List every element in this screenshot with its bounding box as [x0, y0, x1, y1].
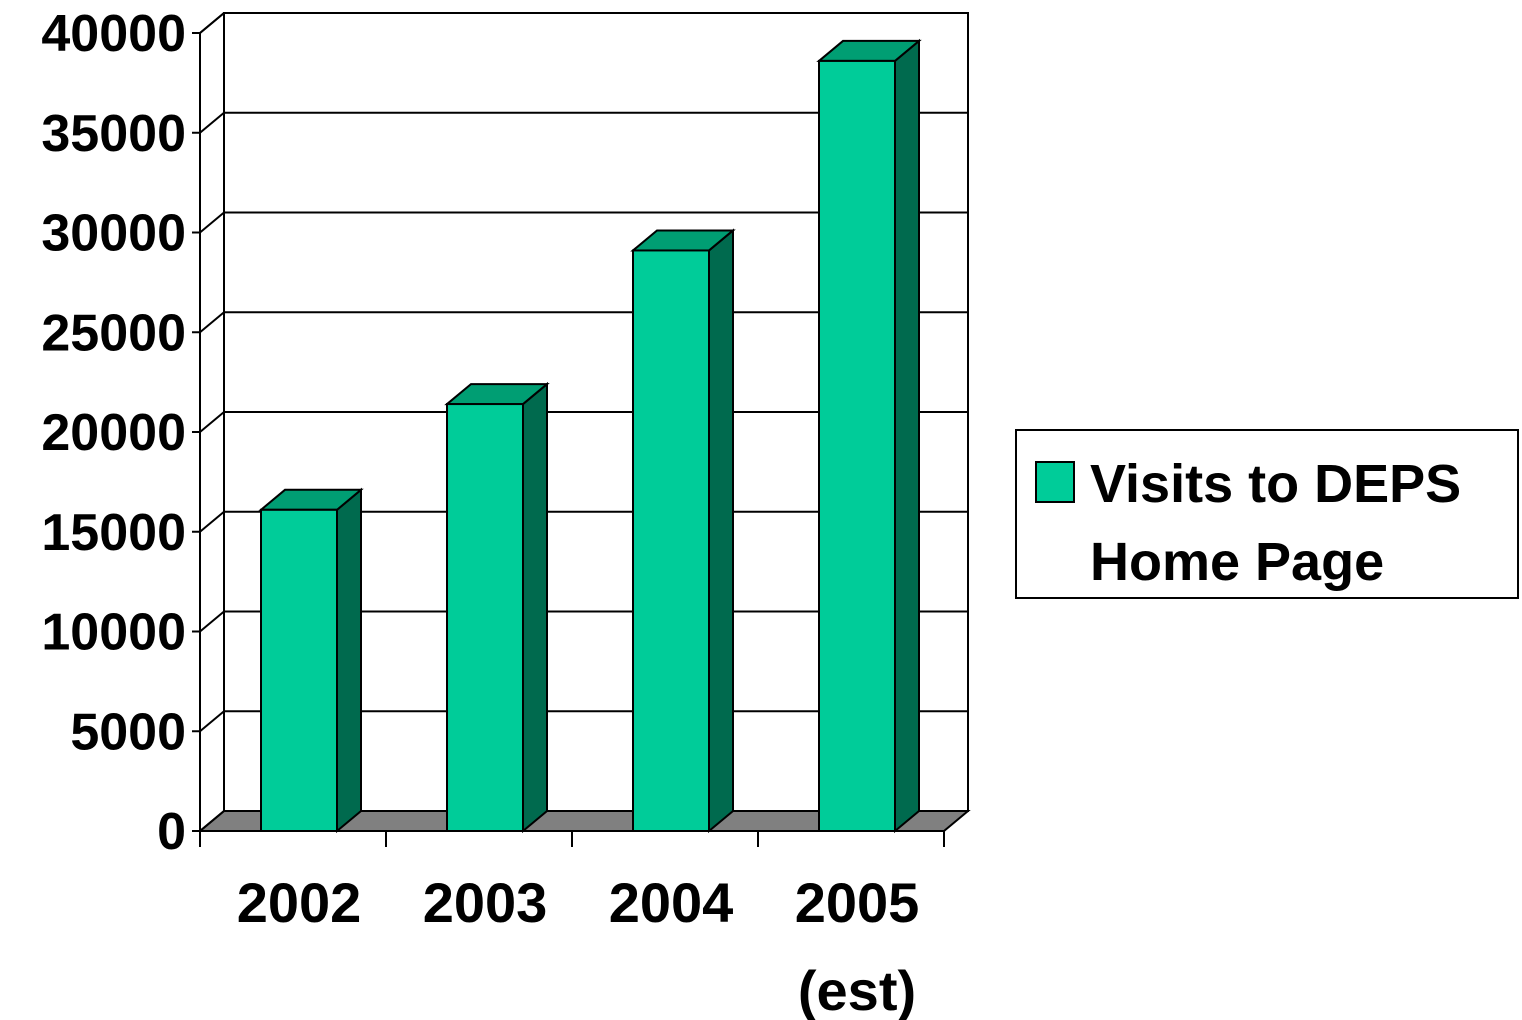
x-tick-label: (est): [798, 959, 916, 1020]
bar-front: [632, 249, 710, 832]
legend-label: Visits to DEPS Home Page: [1090, 454, 1476, 592]
y-tick-depth: [199, 12, 225, 34]
y-tick-label: 40000: [41, 5, 186, 63]
y-tick-label: 25000: [41, 304, 186, 362]
bar: [444, 381, 550, 834]
legend-swatch: [1035, 461, 1075, 503]
legend-box: [1015, 429, 1519, 599]
bar-front: [260, 508, 338, 832]
x-axis-tick-labels: 2002 2003 2004 2005 (est): [237, 871, 920, 1020]
bar: [630, 228, 736, 834]
x-tick-label: 2003: [423, 871, 548, 934]
y-tick-depth: [199, 411, 225, 433]
bar: [816, 38, 922, 834]
y-tick-label: 35000: [41, 105, 186, 163]
x-tick-label: 2005: [795, 871, 920, 934]
bar-side: [522, 381, 548, 834]
y-tick-label: 0: [157, 803, 186, 861]
bar: [258, 487, 364, 834]
y-axis-tick-labels: 0 5000 10000 15000 20000 25000 30000 35000 40000: [41, 5, 186, 861]
x-tick-label: 2004: [609, 871, 734, 934]
y-tick-depth: [199, 211, 225, 234]
y-tick-depth: [199, 810, 225, 832]
legend: Visits to DEPS Home Page: [1015, 429, 1519, 599]
bars: [258, 38, 922, 834]
bar-front: [818, 59, 896, 833]
x-tick-label: 2002: [237, 871, 362, 934]
y-tick-label: 5000: [70, 703, 186, 761]
y-tick-depth: [199, 710, 225, 733]
y-tick-depth: [199, 311, 225, 334]
y-tick-label: 10000: [41, 604, 186, 662]
bar-front: [446, 403, 524, 832]
y-tick-label: 20000: [41, 404, 186, 462]
axes: [192, 12, 945, 847]
y-tick-label: 15000: [41, 504, 186, 562]
bar-side: [336, 487, 362, 834]
y-tick-depth: [199, 510, 225, 533]
y-tick-label: 30000: [41, 205, 186, 263]
bar-side: [894, 38, 920, 834]
bar-side: [708, 228, 734, 834]
y-tick-depth: [199, 610, 225, 633]
y-tick-depth: [199, 111, 225, 134]
